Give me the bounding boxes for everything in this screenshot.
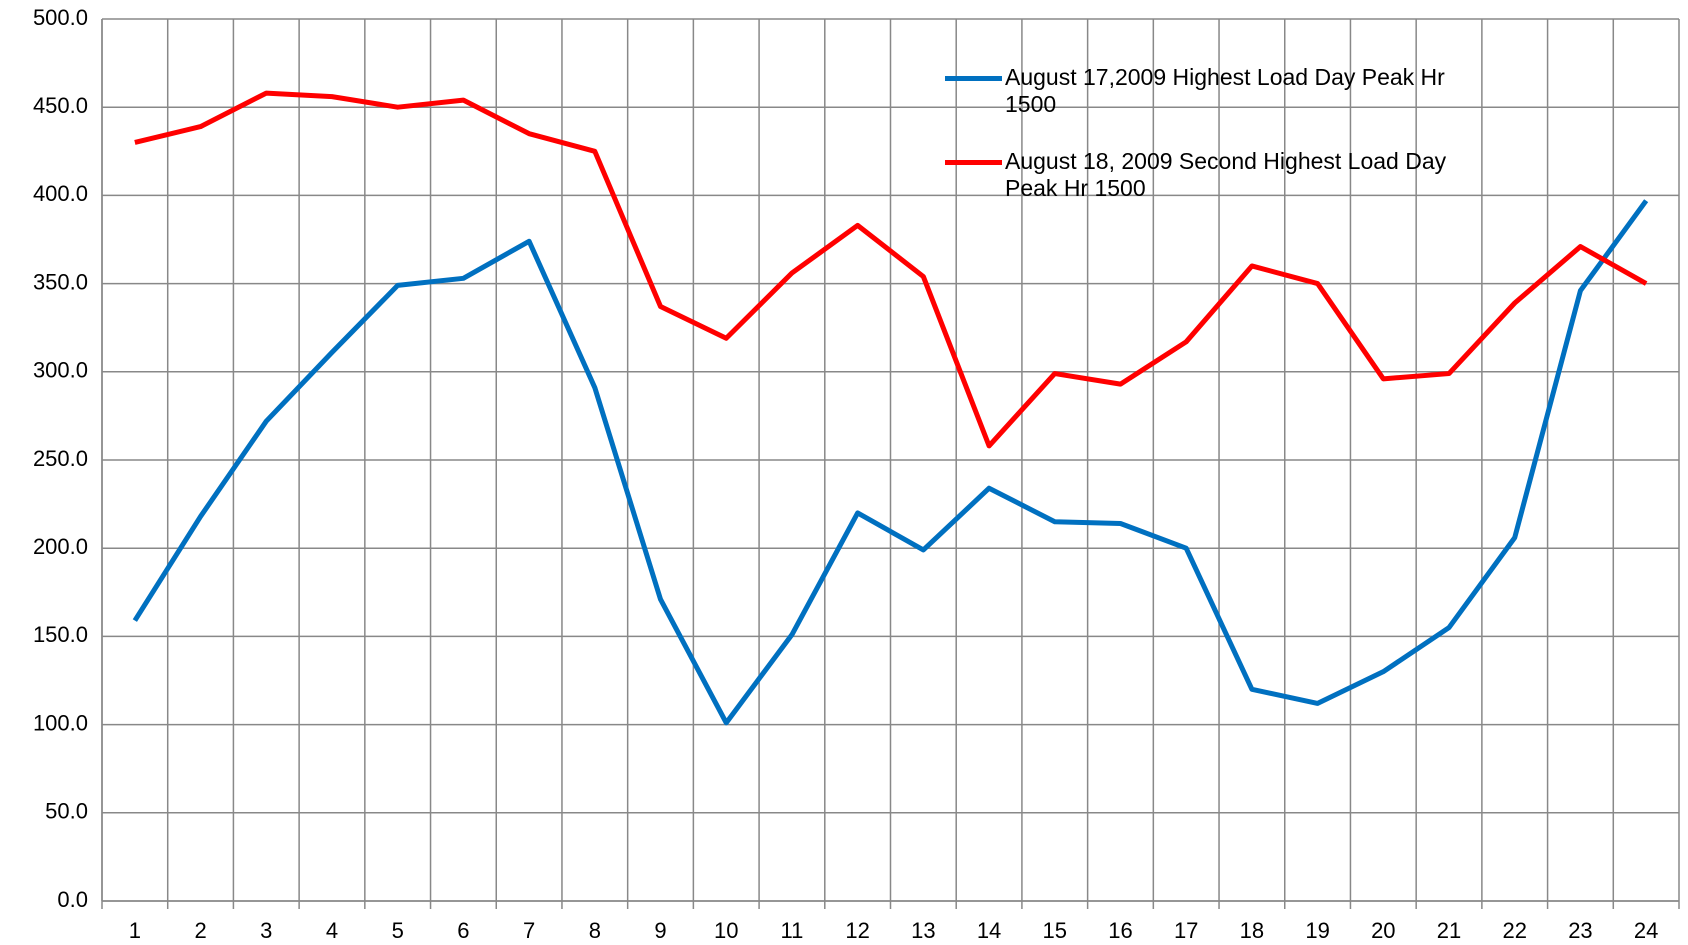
y-tick-label: 300.0 <box>33 358 88 383</box>
legend-label: August 18, 2009 Second Highest Load Day … <box>1005 148 1447 201</box>
x-tick-label: 9 <box>654 918 666 943</box>
x-tick-label: 15 <box>1043 918 1067 943</box>
x-tick-label: 10 <box>714 918 738 943</box>
x-tick-label: 4 <box>326 918 338 943</box>
x-tick-label: 24 <box>1634 918 1658 943</box>
x-tick-label: 12 <box>845 918 869 943</box>
x-tick-label: 20 <box>1371 918 1395 943</box>
x-tick-label: 18 <box>1240 918 1264 943</box>
x-tick-label: 13 <box>911 918 935 943</box>
x-tick-label: 17 <box>1174 918 1198 943</box>
x-tick-label: 5 <box>392 918 404 943</box>
series-line <box>134 90 1648 449</box>
legend-swatch <box>945 160 1002 165</box>
x-tick-label: 8 <box>589 918 601 943</box>
x-tick-label: 14 <box>977 918 1001 943</box>
y-tick-label: 400.0 <box>33 181 88 206</box>
y-tick-label: 450.0 <box>33 93 88 118</box>
x-tick-label: 1 <box>129 918 141 943</box>
x-tick-label: 21 <box>1437 918 1461 943</box>
x-tick-label: 3 <box>260 918 272 943</box>
y-tick-label: 50.0 <box>45 799 88 824</box>
y-tick-label: 350.0 <box>33 269 88 294</box>
y-tick-label: 0.0 <box>57 887 88 912</box>
x-tick-label: 11 <box>781 918 804 943</box>
x-tick-label: 16 <box>1108 918 1132 943</box>
x-tick-label: 19 <box>1305 918 1329 943</box>
legend-item: August 18, 2009 Second Highest Load Day … <box>945 148 1465 202</box>
x-tick-label: 7 <box>523 918 535 943</box>
x-tick-label: 6 <box>457 918 469 943</box>
y-tick-label: 250.0 <box>33 446 88 471</box>
y-tick-label: 500.0 <box>33 5 88 30</box>
legend-swatch <box>945 76 1002 81</box>
y-tick-label: 200.0 <box>33 534 88 559</box>
x-tick-label: 2 <box>194 918 206 943</box>
x-tick-label: 23 <box>1568 918 1592 943</box>
y-tick-label: 100.0 <box>33 710 88 735</box>
legend-item: August 17,2009 Highest Load Day Peak Hr … <box>945 64 1465 118</box>
legend: August 17,2009 Highest Load Day Peak Hr … <box>945 64 1465 232</box>
series-line <box>132 199 1649 726</box>
legend-label: August 17,2009 Highest Load Day Peak Hr … <box>1005 64 1445 117</box>
y-tick-label: 150.0 <box>33 622 88 647</box>
x-tick-label: 22 <box>1502 918 1526 943</box>
